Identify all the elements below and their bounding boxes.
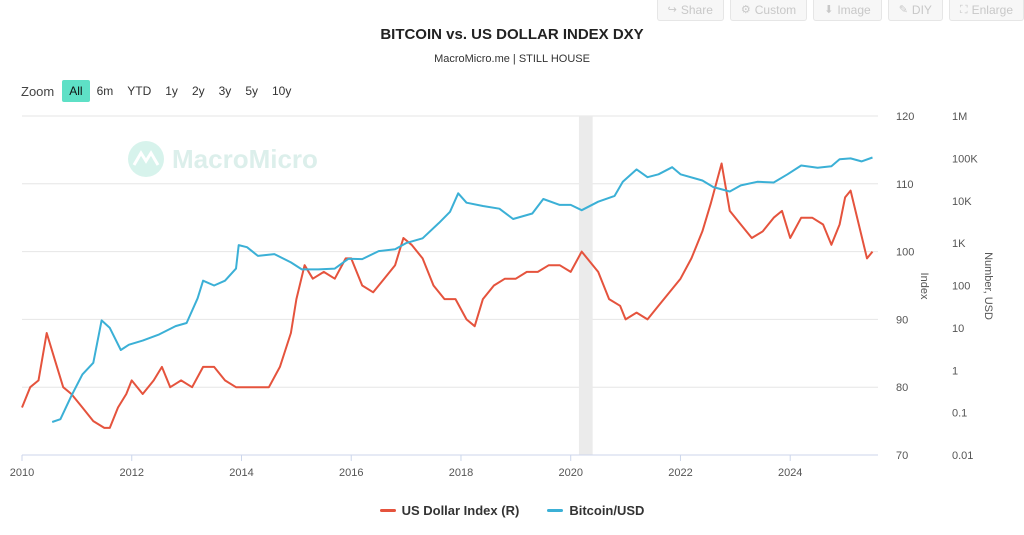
- legend-swatch: [379, 509, 396, 512]
- legend-swatch: [547, 509, 564, 512]
- y-index-axis-title: Index: [918, 273, 930, 300]
- chart-legend: US Dollar Index (R) Bitcoin/USD: [0, 503, 1024, 518]
- y-index-tick-label: 70: [896, 450, 908, 462]
- watermark-text: MacroMicro: [172, 144, 318, 174]
- y-index-tick-label: 90: [896, 314, 908, 326]
- expand-icon: ⛶: [959, 4, 968, 16]
- y-usd-tick-label: 0.1: [952, 408, 967, 420]
- y-index-tick-label: 80: [896, 382, 908, 394]
- x-tick-label: 2024: [778, 467, 802, 479]
- zoom-label: Zoom: [21, 83, 55, 99]
- chart-canvas: MacroMicro 2010 2012 2014 2016 2018 2020 2022 20…: [10, 111, 994, 479]
- zoom-option-5y[interactable]: 5y: [245, 84, 258, 98]
- toolbar-button-label: Custom: [754, 3, 797, 17]
- share-icon: ↪: [667, 4, 677, 16]
- zoom-option-all[interactable]: All: [62, 80, 90, 102]
- diy-button[interactable]: ✎ DIY: [887, 0, 943, 21]
- y-index-tick-label: 120: [896, 111, 914, 123]
- chart-subtitle: MacroMicro.me | STILL HOUSE: [434, 53, 590, 65]
- enlarge-button[interactable]: ⛶ Enlarge: [948, 0, 1024, 21]
- watermark-mark-icon: [132, 150, 160, 166]
- y-usd-tick-label: 1K: [952, 238, 966, 250]
- bitcoin-series-line: [51, 156, 873, 423]
- legend-item-bitcoin[interactable]: Bitcoin/USD: [547, 503, 644, 518]
- y-usd-axis-title: Number, USD: [982, 252, 994, 320]
- download-icon: ⬇: [824, 4, 834, 16]
- toolbar-button-label: DIY: [911, 3, 932, 17]
- x-tick-label: 2010: [10, 467, 34, 479]
- shaded-region: [578, 116, 593, 455]
- y-usd-tick-label: 10K: [952, 196, 972, 208]
- x-tick-label: 2014: [229, 467, 253, 479]
- x-tick-label: 2018: [449, 467, 473, 479]
- toolbar-button-label: Share: [680, 3, 713, 17]
- y-usd-tick-label: 0.01: [952, 450, 973, 462]
- legend-label: Bitcoin/USD: [569, 503, 645, 518]
- zoom-option-ytd[interactable]: YTD: [127, 84, 152, 98]
- legend-label: US Dollar Index (R): [401, 503, 520, 518]
- toolbar-button-label: Enlarge: [971, 3, 1013, 17]
- zoom-option-1y[interactable]: 1y: [165, 84, 178, 98]
- zoom-selector: Zoom All 6m YTD 1y 2y 3y 5y 10y: [21, 80, 298, 102]
- dxy-series-line: [21, 162, 874, 429]
- legend-item-dxy[interactable]: US Dollar Index (R): [379, 503, 520, 518]
- share-button[interactable]: ↪ Share: [656, 0, 724, 21]
- chart-title: BITCOIN vs. US DOLLAR INDEX DXY: [380, 26, 644, 43]
- toolbar-button-label: Image: [837, 3, 871, 17]
- x-tick-label: 2016: [339, 467, 363, 479]
- y-usd-tick-label: 10: [952, 323, 964, 335]
- zoom-option-10y[interactable]: 10y: [272, 84, 292, 98]
- zoom-option-3y[interactable]: 3y: [218, 84, 232, 98]
- x-tick-label: 2022: [668, 467, 692, 479]
- zoom-option-6m[interactable]: 6m: [96, 84, 114, 98]
- chart-toolbar: ↪ Share ⚙ Custom ⬇ Image ✎ DIY ⛶ Enlarge: [656, 0, 1024, 21]
- y-usd-tick-label: 1: [952, 365, 958, 377]
- custom-button[interactable]: ⚙ Custom: [729, 0, 808, 21]
- zoom-option-2y[interactable]: 2y: [191, 84, 205, 98]
- gear-icon: ⚙: [740, 4, 751, 16]
- y-index-tick-label: 100: [896, 247, 914, 259]
- y-usd-tick-label: 100K: [952, 153, 978, 165]
- image-button[interactable]: ⬇ Image: [813, 0, 882, 21]
- y-index-tick-label: 110: [896, 179, 914, 191]
- y-usd-tick-label: 100: [952, 281, 970, 293]
- pencil-icon: ✎: [898, 4, 908, 16]
- x-tick-label: 2020: [558, 467, 582, 479]
- y-usd-tick-label: 1M: [952, 111, 967, 123]
- x-tick-label: 2012: [120, 467, 144, 479]
